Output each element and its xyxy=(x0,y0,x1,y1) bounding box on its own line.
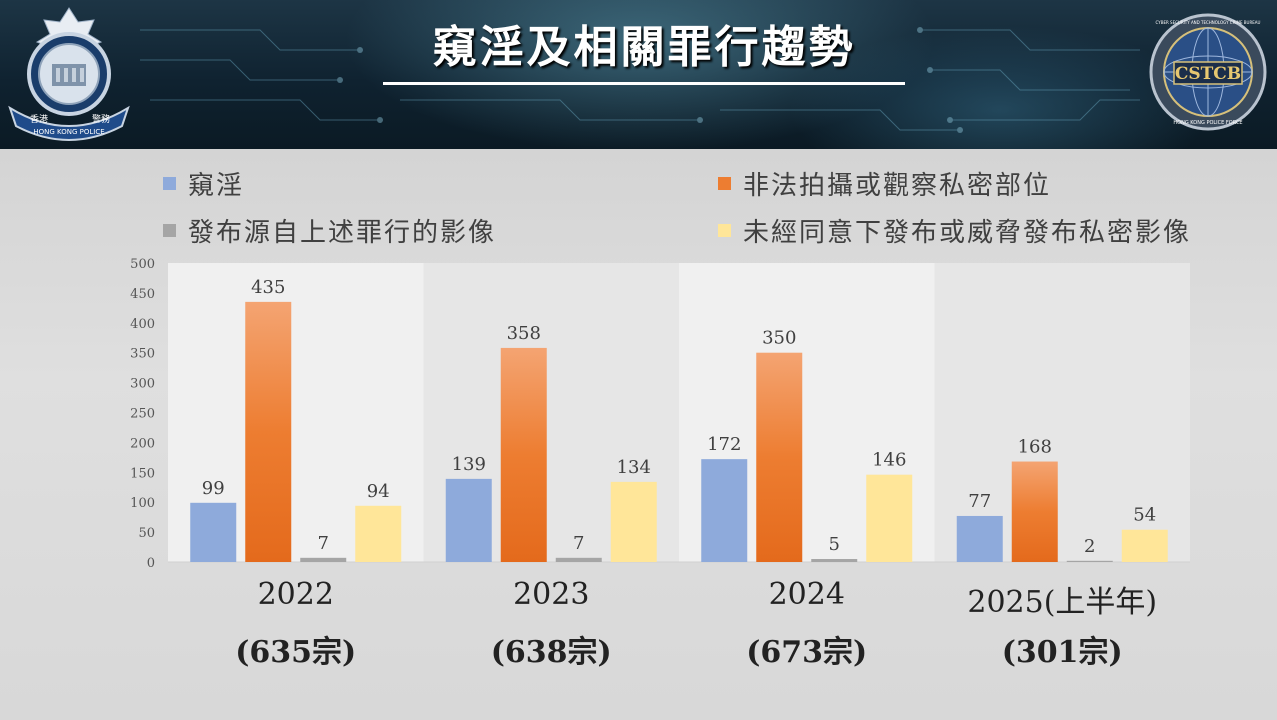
emblem-right-initials: CSTCB xyxy=(1175,64,1241,84)
bar-1 xyxy=(445,478,492,562)
cstcb-emblem-icon: CSTCB HONG KONG POLICE FORCE CYBER SECUR… xyxy=(1149,13,1267,131)
bar-3 xyxy=(811,559,858,562)
y-tick-label: 300 xyxy=(130,377,155,392)
bar-1 xyxy=(190,502,237,562)
y-tick-label: 500 xyxy=(130,257,155,272)
legend-swatch-series-3 xyxy=(163,223,176,237)
data-label: 77 xyxy=(968,491,991,512)
emblem-left-text-hk: 香港 xyxy=(30,113,48,125)
data-label: 358 xyxy=(507,323,541,344)
y-tick-label: 200 xyxy=(130,436,155,451)
bar-1 xyxy=(956,515,1003,562)
bar-2 xyxy=(245,301,292,562)
legend-label-series-1: 窺淫 xyxy=(188,170,245,201)
bar-4 xyxy=(355,505,402,562)
title-box: 窺淫及相關罪行趨勢 xyxy=(383,18,905,85)
legend-label-series-4: 未經同意下發布或威脅發布私密影像 xyxy=(743,217,1192,248)
y-tick-label: 100 xyxy=(130,496,155,511)
category-total-label: (301宗) xyxy=(1001,635,1123,670)
bar-3 xyxy=(555,557,602,562)
legend-item-series-4: 未經同意下發布或威脅發布私密影像 xyxy=(718,213,1192,248)
category-total-label: (638宗) xyxy=(490,635,612,670)
bar-2 xyxy=(756,352,803,562)
y-tick-label: 150 xyxy=(130,466,155,481)
y-tick-label: 400 xyxy=(130,317,155,332)
bar-3 xyxy=(1066,560,1113,562)
emblem-left-text-police: 警務 xyxy=(92,113,110,125)
data-label: 134 xyxy=(617,457,651,478)
x-category-label: 2025(上半年) xyxy=(967,585,1158,620)
content-area: 窺淫 發布源自上述罪行的影像 非法拍攝或觀察私密部位 未經同意下發布或威脅發布私… xyxy=(0,149,1277,720)
data-label: 146 xyxy=(872,450,906,471)
plot-band xyxy=(934,263,1190,562)
data-label: 435 xyxy=(251,277,285,298)
bar-4 xyxy=(610,481,657,562)
data-label: 5 xyxy=(829,534,840,555)
hong-kong-police-emblem-icon: HONG KONG POLICE 香港 警務 xyxy=(8,7,130,141)
x-category-label: 2022 xyxy=(257,577,334,612)
data-label: 139 xyxy=(452,454,486,475)
bar-chart: 0 50 100 150 200 250 300 350 400 450 500 99 435 7 94 13… xyxy=(130,257,1190,571)
legend-item-series-3: 發布源自上述罪行的影像 xyxy=(163,213,497,248)
bar-3 xyxy=(300,557,347,562)
emblem-right-text-bottom: HONG KONG POLICE FORCE xyxy=(1173,120,1242,126)
bar-2 xyxy=(500,347,547,562)
y-tick-label: 450 xyxy=(130,287,155,302)
category-total-label: (635宗) xyxy=(235,635,357,670)
data-label: 350 xyxy=(762,328,796,349)
x-category-label: 2024 xyxy=(768,577,845,612)
legend-item-series-2: 非法拍攝或觀察私密部位 xyxy=(718,166,1052,201)
y-tick-label: 350 xyxy=(130,347,155,362)
legend-swatch-series-4 xyxy=(718,223,731,237)
emblem-left-text: HONG KONG POLICE xyxy=(33,128,104,136)
y-tick-label: 0 xyxy=(147,556,155,571)
data-label: 7 xyxy=(573,533,584,554)
data-label: 7 xyxy=(318,533,329,554)
data-label: 168 xyxy=(1018,437,1052,458)
data-label: 94 xyxy=(367,481,390,502)
data-label: 54 xyxy=(1133,505,1156,526)
data-label: 2 xyxy=(1084,536,1095,557)
legend-item-series-1: 窺淫 xyxy=(163,166,245,201)
category-total-label: (673宗) xyxy=(746,635,868,670)
bar-1 xyxy=(701,459,748,562)
legend-label-series-2: 非法拍攝或觀察私密部位 xyxy=(743,170,1052,201)
data-label: 99 xyxy=(202,478,225,499)
bar-4 xyxy=(866,474,913,562)
page-title: 窺淫及相關罪行趨勢 xyxy=(432,22,856,73)
y-tick-label: 250 xyxy=(130,407,155,422)
data-label: 172 xyxy=(707,434,741,455)
legend-swatch-series-1 xyxy=(163,176,176,190)
legend-swatch-series-2 xyxy=(718,176,731,190)
bar-4 xyxy=(1121,529,1168,562)
circuit-background xyxy=(140,27,1140,133)
y-tick-label: 50 xyxy=(138,526,155,541)
emblem-right-text-top: CYBER SECURITY AND TECHNOLOGY CRIME BURE… xyxy=(1156,20,1261,25)
header-banner: HONG KONG POLICE 香港 警務 窺淫及相關罪行趨勢 CSTCB H… xyxy=(0,0,1277,149)
legend-label-series-3: 發布源自上述罪行的影像 xyxy=(188,217,497,248)
bar-2 xyxy=(1011,461,1058,562)
x-category-label: 2023 xyxy=(513,577,590,612)
